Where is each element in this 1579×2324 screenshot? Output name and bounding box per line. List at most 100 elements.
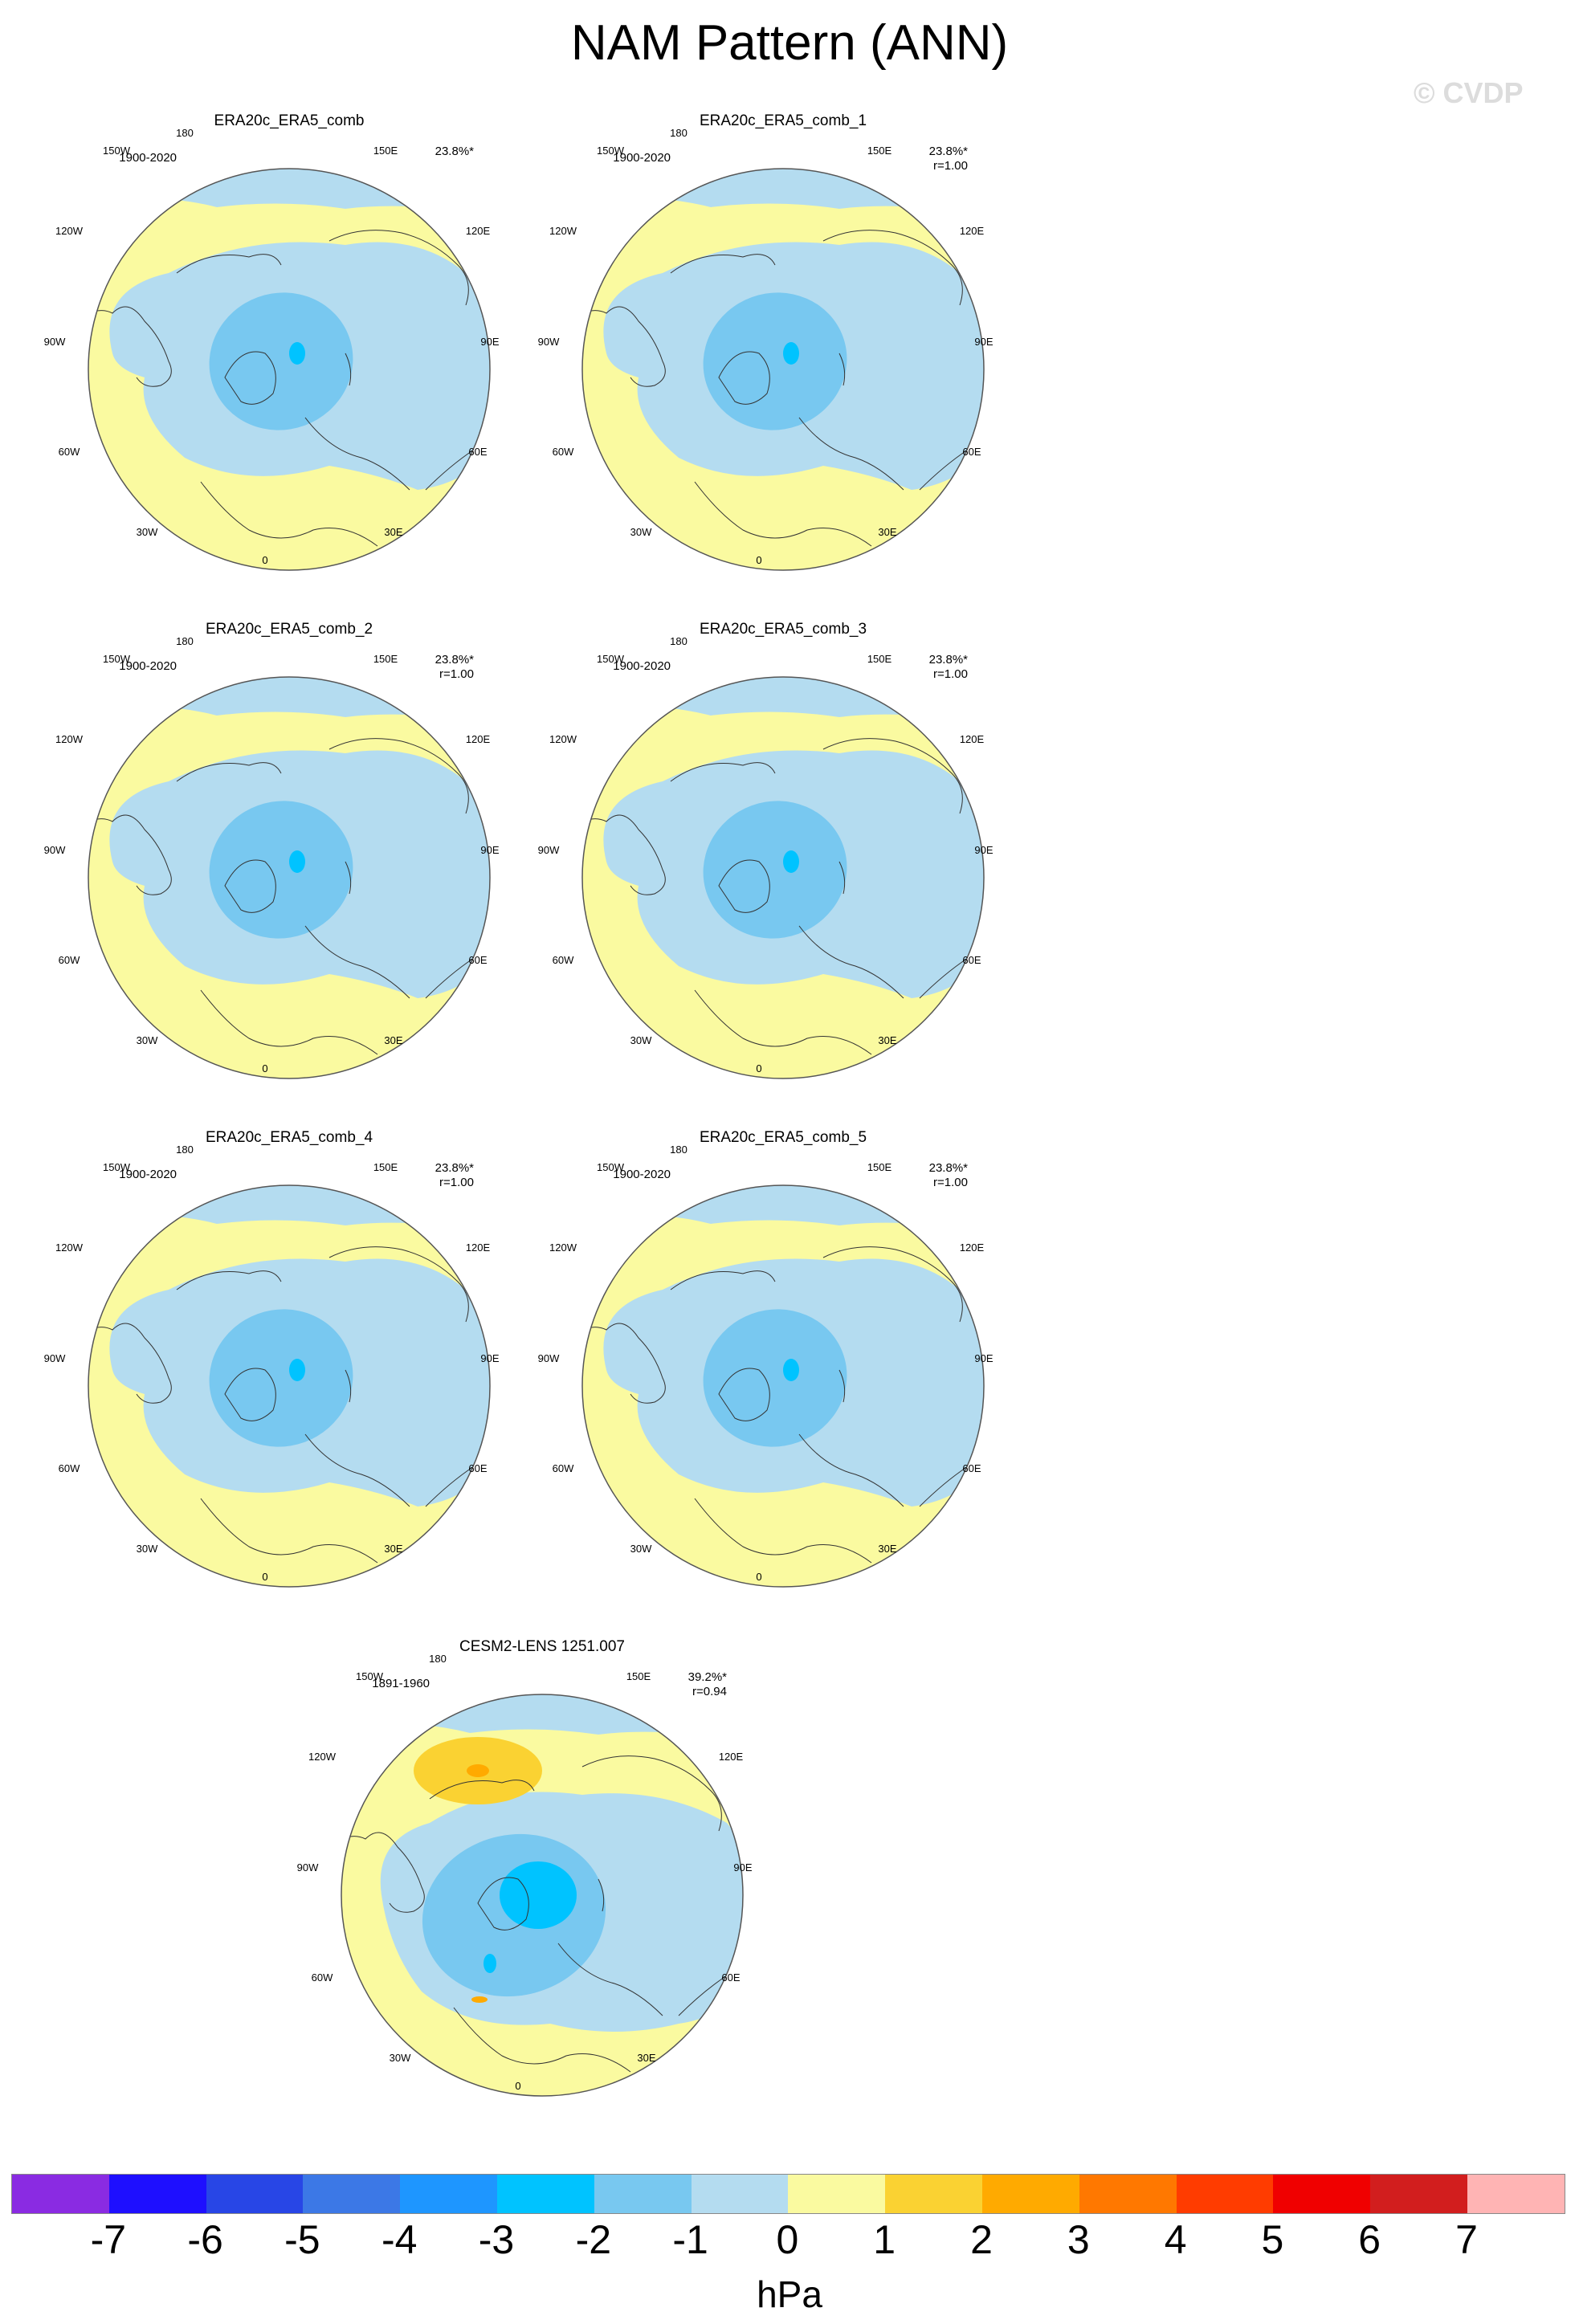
coastline-5 <box>453 2007 631 2073</box>
lon-label-30w: 30W <box>136 526 158 538</box>
field-negative-max <box>500 1861 577 1929</box>
coastline-3 <box>718 859 770 913</box>
coastline-1 <box>670 254 776 274</box>
lon-label-30w: 30W <box>630 1543 652 1555</box>
panel-stats: 39.2%* r=0.94 <box>671 1670 727 1699</box>
polar-map <box>88 1184 491 1588</box>
explained-variance: 23.8%* <box>928 145 968 158</box>
coastline-6 <box>919 957 969 999</box>
lon-label-60e: 60E <box>962 1462 981 1474</box>
colorbar-tick-label: 3 <box>1067 2217 1090 2262</box>
coastline-2 <box>328 1246 469 1323</box>
pattern-correlation: r=1.00 <box>933 159 968 173</box>
lon-label-60w: 60W <box>58 954 80 966</box>
lon-label-120w: 120W <box>55 1242 83 1254</box>
lon-label-180: 180 <box>670 635 687 647</box>
coastline-5 <box>694 481 872 547</box>
coastline-4 <box>798 1433 904 1507</box>
coastline-4 <box>304 1433 410 1507</box>
lon-label-120w: 120W <box>308 1751 336 1763</box>
coastline-6 <box>425 1466 475 1507</box>
polar-map <box>88 168 491 571</box>
colorbar-segment-12 <box>1176 2175 1274 2213</box>
coastline-7 <box>345 861 352 895</box>
coastline-4 <box>798 417 904 491</box>
coastline-4 <box>304 925 410 999</box>
colorbar-segment-7 <box>691 2175 789 2213</box>
lon-label-90e: 90E <box>733 1861 753 1873</box>
field-positive-pacific-max <box>467 1764 489 1777</box>
lon-label-60e: 60E <box>468 446 488 458</box>
field-negative-max <box>783 342 799 365</box>
coastline-0 <box>88 1323 172 1404</box>
map-border <box>341 1694 744 2097</box>
lon-label-120e: 120E <box>959 225 985 237</box>
colorbar-segment-9 <box>885 2175 982 2213</box>
panel-years: 1900-2020 <box>119 151 177 165</box>
panel-title: ERA20c_ERA5_comb_1 <box>699 112 867 129</box>
coastline-6 <box>425 449 475 491</box>
lon-label-60w: 60W <box>552 954 574 966</box>
coastline-6 <box>678 1975 728 2016</box>
lon-label-60w: 60W <box>552 1462 574 1474</box>
colorbar-segment-0 <box>12 2175 109 2213</box>
lon-label-120w: 120W <box>55 225 83 237</box>
coastline-0 <box>88 814 172 895</box>
lon-label-30e: 30E <box>384 1543 403 1555</box>
coastline-1 <box>176 254 282 274</box>
lon-label-180: 180 <box>429 1653 447 1665</box>
panel-stats: 23.8%* r=1.00 <box>418 1161 474 1190</box>
pattern-correlation: r=1.00 <box>439 1176 474 1189</box>
lon-label-150w: 150W <box>597 653 624 665</box>
coastline-3 <box>477 1877 529 1931</box>
lon-label-120e: 120E <box>465 733 491 745</box>
field-negative-max <box>289 850 305 873</box>
colorbar-segment-10 <box>981 2175 1079 2213</box>
lon-label-60e: 60E <box>468 954 488 966</box>
lon-label-0: 0 <box>756 1571 762 1583</box>
panel-title: CESM2-LENS 1251.007 <box>459 1638 625 1655</box>
coastline-1 <box>429 1780 535 1800</box>
panel-title: ERA20c_ERA5_comb <box>214 112 365 129</box>
lon-label-30w: 30W <box>389 2052 411 2064</box>
panel-stats: 23.8%* <box>418 145 474 159</box>
panel-years: 1900-2020 <box>119 1168 177 1181</box>
lon-label-30e: 30E <box>384 526 403 538</box>
coastline-2 <box>328 230 469 306</box>
colorbar-tick-label: -6 <box>187 2217 223 2262</box>
colorbar-tick-label: -7 <box>90 2217 127 2262</box>
explained-variance: 39.2%* <box>687 1670 727 1684</box>
coastline-5 <box>200 1498 378 1564</box>
coastline-2 <box>328 738 469 814</box>
colorbar-tick-label: 6 <box>1358 2217 1381 2262</box>
panel-years: 1900-2020 <box>119 659 177 673</box>
colorbar-segment-3 <box>303 2175 401 2213</box>
lon-label-120w: 120W <box>549 1242 577 1254</box>
lon-label-30e: 30E <box>878 526 897 538</box>
pattern-correlation: r=1.00 <box>439 667 474 681</box>
lon-label-90e: 90E <box>480 844 500 856</box>
field-negative-core <box>703 292 847 430</box>
colorbar-segment-15 <box>1467 2175 1565 2213</box>
coastline-1 <box>670 1270 776 1290</box>
map-border <box>88 1184 491 1588</box>
map-panel-2: ERA20c_ERA5_comb_1 1900-2020 23.8%* r=1.0… <box>534 112 1032 626</box>
coastline-3 <box>718 1368 770 1421</box>
polar-map <box>581 676 985 1079</box>
field-positive-atlantic-max <box>471 1996 488 2003</box>
lon-label-30w: 30W <box>630 526 652 538</box>
lon-label-90w: 90W <box>537 1352 560 1364</box>
panel-years: 1900-2020 <box>613 151 671 165</box>
polar-map <box>88 676 491 1079</box>
field-negative-secondary <box>483 1954 496 1973</box>
map-panel-4: ERA20c_ERA5_comb_3 1900-2020 23.8%* r=1.0… <box>534 621 1032 1135</box>
colorbar-segment-2 <box>206 2175 304 2213</box>
colorbar-segment-13 <box>1273 2175 1371 2213</box>
lon-label-90e: 90E <box>480 1352 500 1364</box>
coastline-3 <box>224 1368 276 1421</box>
lon-label-30e: 30E <box>637 2052 656 2064</box>
colorbar-tick-label: 7 <box>1455 2217 1478 2262</box>
coastline-7 <box>345 353 352 386</box>
map-border <box>88 676 491 1079</box>
coastline-7 <box>598 1878 605 1912</box>
